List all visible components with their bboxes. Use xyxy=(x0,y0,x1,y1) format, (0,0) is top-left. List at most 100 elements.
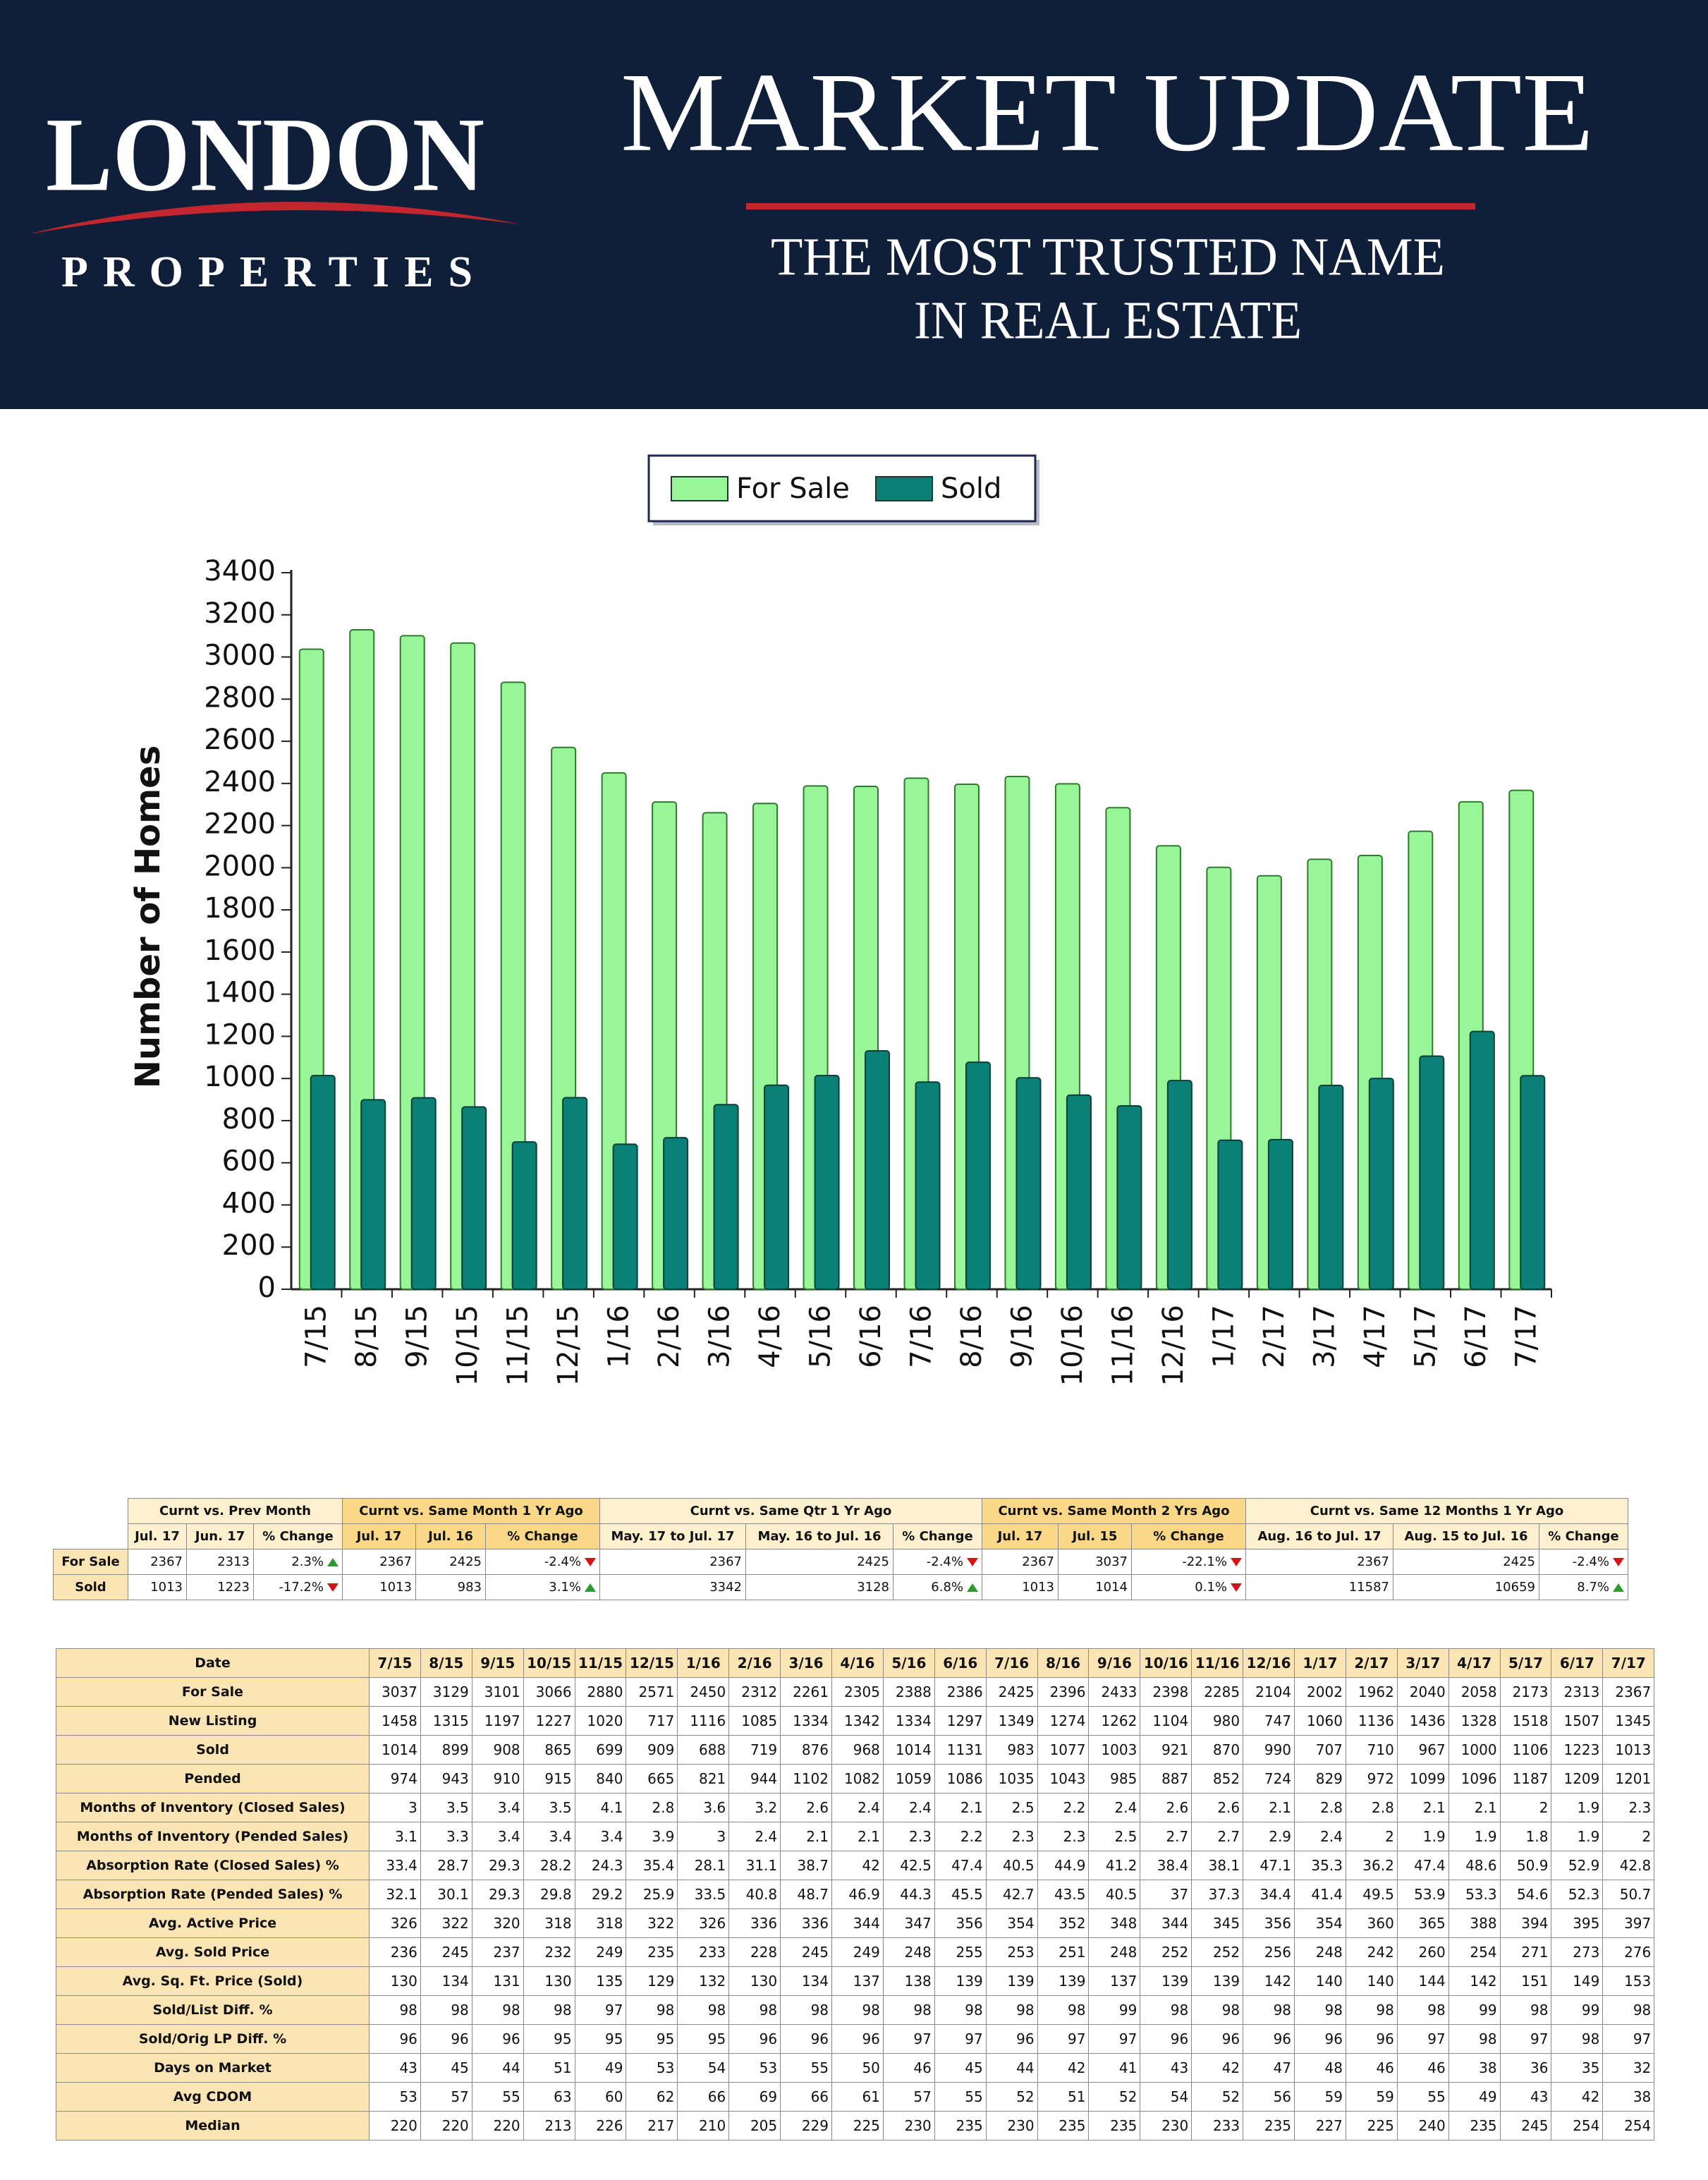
column-header: 7/15 xyxy=(369,1648,421,1678)
cell: 42.7 xyxy=(985,1880,1038,1909)
x-tick-label: 1/16 xyxy=(603,1305,635,1368)
cell: 40.5 xyxy=(985,1851,1038,1880)
column-header: Jul. 16 xyxy=(415,1523,486,1549)
trend-arrow xyxy=(585,1583,596,1592)
cell: 97 xyxy=(1088,2024,1141,2054)
column-header: 1/16 xyxy=(677,1648,730,1678)
cell: 1.9 xyxy=(1396,1822,1449,1851)
row-label: Avg CDOM xyxy=(56,2082,370,2112)
row-label: For Sale xyxy=(53,1549,128,1575)
cell: 235 xyxy=(1243,2111,1295,2141)
cell: 220 xyxy=(420,2111,472,2141)
x-tick-label: 4/17 xyxy=(1359,1305,1391,1368)
cell: 2261 xyxy=(780,1677,833,1707)
column-header: 8/15 xyxy=(420,1648,472,1678)
cell: -2.4% xyxy=(893,1549,982,1575)
cell: 1507 xyxy=(1551,1706,1604,1736)
cell: 3.9 xyxy=(626,1822,678,1851)
cell: 97 xyxy=(574,1995,627,2025)
bar xyxy=(410,1097,437,1290)
column-header: % Change xyxy=(485,1523,600,1549)
cell: 38 xyxy=(1602,2082,1655,2112)
cell: 35.4 xyxy=(626,1851,678,1880)
cell: 326 xyxy=(677,1908,730,1938)
row-label: For Sale xyxy=(56,1677,370,1707)
trend-arrow xyxy=(585,1558,596,1566)
trend-arrow xyxy=(967,1583,978,1592)
cell: 326 xyxy=(369,1908,421,1938)
cell: 46.9 xyxy=(831,1880,884,1909)
cell: 42 xyxy=(1191,2053,1244,2083)
cell: 248 xyxy=(1088,1937,1141,1967)
cell: 910 xyxy=(471,1764,524,1794)
cell: 3 xyxy=(677,1822,730,1851)
cell: 4.1 xyxy=(574,1793,627,1822)
cell: 134 xyxy=(780,1966,833,1996)
cell: 2.8 xyxy=(626,1793,678,1822)
column-header: Jul. 15 xyxy=(1058,1523,1132,1549)
cell: 44 xyxy=(985,2053,1038,2083)
data-row: Days on Market 43 45 44 51 49 53 54 53 55 50 46 45 44… xyxy=(56,2053,1655,2083)
cell: 36.2 xyxy=(1345,1851,1398,1880)
bar xyxy=(511,1141,537,1290)
cell: 96 xyxy=(1243,2024,1295,2054)
bar xyxy=(1116,1105,1142,1291)
cell: 230 xyxy=(1140,2111,1192,2141)
brand-sub: PROPERTIES xyxy=(61,248,472,296)
header-label: Date xyxy=(56,1648,370,1678)
cell: 688 xyxy=(677,1735,730,1765)
cell: 235 xyxy=(1448,2111,1501,2141)
cell: 2.1 xyxy=(1243,1793,1295,1822)
row-label: Days on Market xyxy=(56,2053,370,2083)
cell: 226 xyxy=(574,2111,627,2141)
cell: 98 xyxy=(1243,1995,1295,2025)
cell: 2.7 xyxy=(1191,1822,1244,1851)
column-header: 11/15 xyxy=(574,1648,627,1678)
cell: 1328 xyxy=(1448,1706,1501,1736)
column-header: 6/16 xyxy=(934,1648,987,1678)
cell: 57 xyxy=(882,2082,935,2112)
cell: 2.5 xyxy=(985,1793,1038,1822)
cell: 1104 xyxy=(1140,1706,1192,1736)
cell: 1297 xyxy=(934,1706,987,1736)
cell: 139 xyxy=(1140,1966,1192,1996)
cell: 49.5 xyxy=(1345,1880,1398,1909)
cell: 1014 xyxy=(882,1735,935,1765)
bar xyxy=(1066,1094,1092,1291)
cell: 344 xyxy=(1140,1908,1192,1938)
cell: 95 xyxy=(574,2024,627,2054)
cell: 228 xyxy=(728,1937,781,1967)
cell: 98 xyxy=(1191,1995,1244,2025)
cell: 151 xyxy=(1499,1966,1552,1996)
y-axis-label: Number of Homes xyxy=(128,745,168,1089)
cell: 31.1 xyxy=(728,1851,781,1880)
x-tick-label: 3/17 xyxy=(1308,1305,1341,1368)
cell: 2.2 xyxy=(1037,1793,1090,1822)
cell: 2.1 xyxy=(1448,1793,1501,1822)
column-header: 10/15 xyxy=(523,1648,575,1678)
cell: 130 xyxy=(728,1966,781,1996)
column-header: Aug. 16 to Jul. 17 xyxy=(1245,1523,1393,1549)
cell: 42.5 xyxy=(882,1851,935,1880)
y-tick-label: 1800 xyxy=(204,892,276,925)
cell: 1014 xyxy=(1058,1574,1132,1600)
cell: 1014 xyxy=(369,1735,421,1765)
x-tick-label: 6/16 xyxy=(855,1305,887,1368)
cell: 707 xyxy=(1294,1735,1346,1765)
data-row: New Listing 1458 1315 1197 1227 1020 717 1116 10… xyxy=(56,1706,1655,1736)
cell: 248 xyxy=(1294,1937,1346,1967)
y-tick-label: 2800 xyxy=(204,681,276,714)
cell: 245 xyxy=(780,1937,833,1967)
cell: 97 xyxy=(1602,2024,1655,2054)
cell: 47.4 xyxy=(934,1851,987,1880)
cell: 1349 xyxy=(985,1706,1038,1736)
group-header: Curnt vs. Same 12 Months 1 Yr Ago xyxy=(1245,1498,1628,1524)
cell: 1086 xyxy=(934,1764,987,1794)
column-header: % Change xyxy=(1131,1523,1246,1549)
cell: 6.8% xyxy=(893,1574,982,1600)
cell: 2425 xyxy=(415,1549,486,1575)
cell: 1334 xyxy=(780,1706,833,1736)
cell: 1187 xyxy=(1499,1764,1552,1794)
bar xyxy=(562,1097,588,1290)
y-tick-label: 1200 xyxy=(204,1018,276,1051)
